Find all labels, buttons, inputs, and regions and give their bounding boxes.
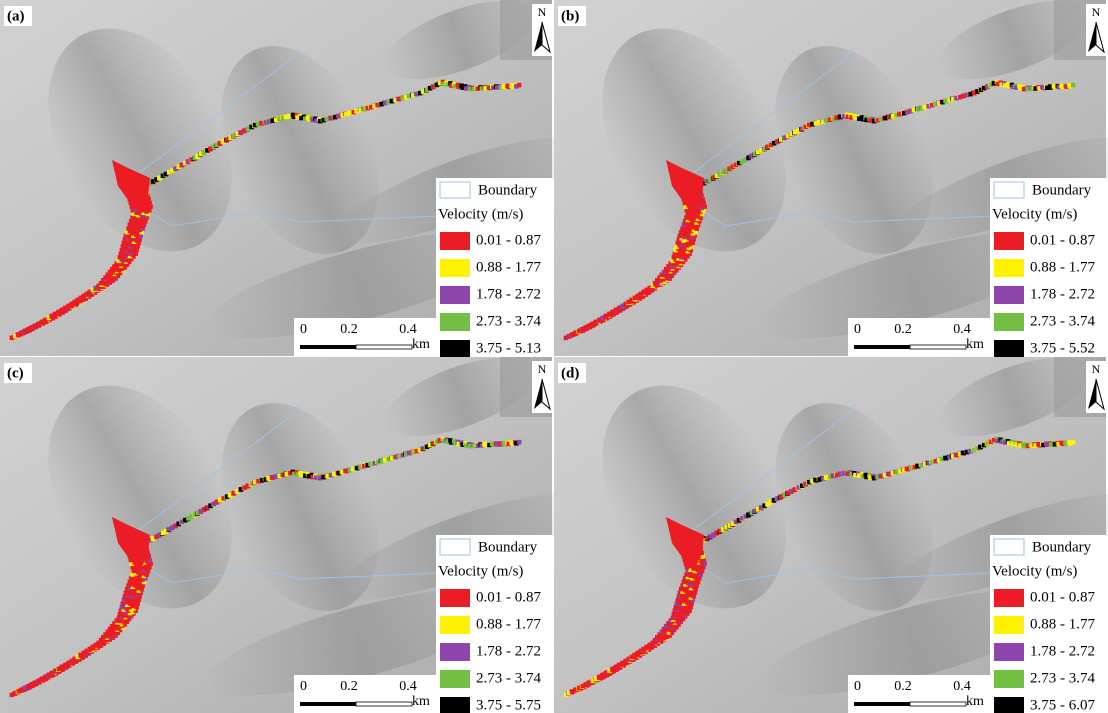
scale-unit: km: [412, 337, 430, 352]
scale-label: 0.2: [894, 679, 912, 694]
legend-label: 1.78 - 2.72: [476, 643, 541, 659]
legend-label: 0.01 - 0.87: [476, 232, 541, 248]
map-panel: (b) N Boundary Velocity (m/s) 0.01 - 0.87 0.8…: [554, 0, 1108, 360]
legend-title: Velocity (m/s): [992, 206, 1077, 222]
legend-label: 0.01 - 0.87: [476, 589, 541, 605]
legend-label: 0.88 - 1.77: [1030, 259, 1095, 275]
flow-cell: [517, 440, 522, 445]
legend-swatch: [440, 589, 470, 607]
scale-bar: [854, 345, 910, 349]
panel-label: (d): [561, 365, 579, 381]
legend-title: Velocity (m/s): [992, 563, 1077, 579]
map-panel: (d) N Boundary Velocity (m/s) 0.01 - 0.87 0.8…: [554, 341, 1108, 713]
scale-label: 0.4: [953, 679, 971, 694]
legend-label: 1.78 - 2.72: [476, 286, 541, 302]
legend-swatch: [440, 259, 470, 277]
scale-bar: [854, 702, 910, 706]
legend-title: Velocity (m/s): [438, 206, 523, 222]
legend-swatch: [994, 643, 1024, 661]
boundary-swatch: [994, 182, 1024, 198]
legend-swatch: [994, 313, 1024, 331]
legend-swatch: [440, 643, 470, 661]
legend-label: 0.01 - 0.87: [1030, 589, 1095, 605]
scale-bar: [356, 702, 412, 706]
legend-label: 0.88 - 1.77: [476, 616, 541, 632]
scale-bar: [300, 702, 356, 706]
legend-swatch: [994, 589, 1024, 607]
legend-label: 1.78 - 2.72: [1030, 286, 1095, 302]
panel-label: (c): [7, 365, 24, 381]
scale-label: 0.2: [340, 679, 358, 694]
legend-label: Boundary: [1032, 539, 1092, 555]
scale-bar: [910, 702, 966, 706]
flow-cell: [1071, 440, 1076, 445]
legend-label: 2.73 - 3.74: [1030, 670, 1095, 686]
legend-label: 2.73 - 3.74: [1030, 313, 1095, 329]
north-label: N: [538, 5, 547, 19]
legend-swatch: [440, 670, 470, 688]
legend-swatch: [994, 286, 1024, 304]
legend-swatch: [440, 340, 470, 358]
legend-swatch: [994, 670, 1024, 688]
north-label: N: [1092, 362, 1101, 376]
legend-label: 1.78 - 2.72: [1030, 643, 1095, 659]
figure: (a) N Boundary Velocity (m/s) 0.01 - 0.87 0.8…: [0, 0, 1108, 713]
legend-swatch: [994, 616, 1024, 634]
legend-label: 0.88 - 1.77: [1030, 616, 1095, 632]
scale-unit: km: [966, 337, 984, 352]
scale-unit: km: [966, 694, 984, 709]
north-label: N: [1092, 5, 1101, 19]
scale-label: 0.2: [340, 322, 358, 337]
flow-cell: [517, 83, 522, 88]
legend-label: 2.73 - 3.74: [476, 670, 541, 686]
scale-label: 0: [854, 679, 861, 694]
legend-label: 3.75 - 5.75: [476, 697, 541, 713]
legend-label: 3.75 - 5.52: [1030, 340, 1095, 356]
legend-swatch: [440, 286, 470, 304]
legend-swatch: [994, 697, 1024, 713]
legend-swatch: [440, 313, 470, 331]
panel-label: (a): [7, 8, 25, 24]
legend-swatch: [440, 616, 470, 634]
panel-label: (b): [561, 8, 579, 24]
boundary-swatch: [440, 539, 470, 555]
legend-label: Boundary: [478, 182, 538, 198]
scale-label: 0.2: [894, 322, 912, 337]
scale-label: 0.4: [399, 322, 417, 337]
legend-label: Boundary: [1032, 182, 1092, 198]
legend-swatch: [440, 697, 470, 713]
boundary-swatch: [994, 539, 1024, 555]
legend-label: Boundary: [478, 539, 538, 555]
scale-label: 0: [854, 322, 861, 337]
legend-title: Velocity (m/s): [438, 563, 523, 579]
map-panel: (c) N Boundary Velocity (m/s) 0.01 - 0.87 0.8…: [0, 341, 592, 713]
scale-bar: [910, 345, 966, 349]
scale-bar: [300, 345, 356, 349]
legend-swatch: [994, 259, 1024, 277]
scale-label: 0.4: [953, 322, 971, 337]
legend-label: 0.01 - 0.87: [1030, 232, 1095, 248]
scale-bar: [356, 345, 412, 349]
legend-swatch: [440, 232, 470, 250]
flow-cell: [1071, 83, 1076, 88]
scale-label: 0: [300, 322, 307, 337]
map-panel: (a) N Boundary Velocity (m/s) 0.01 - 0.87 0.8…: [0, 0, 592, 360]
boundary-swatch: [440, 182, 470, 198]
scale-label: 0.4: [399, 679, 417, 694]
legend-label: 2.73 - 3.74: [476, 313, 541, 329]
north-label: N: [538, 362, 547, 376]
scale-unit: km: [412, 694, 430, 709]
legend-swatch: [994, 340, 1024, 358]
legend-label: 3.75 - 6.07: [1030, 697, 1095, 713]
legend-label: 3.75 - 5.13: [476, 340, 541, 356]
legend-label: 0.88 - 1.77: [476, 259, 541, 275]
legend-swatch: [994, 232, 1024, 250]
scale-label: 0: [300, 679, 307, 694]
